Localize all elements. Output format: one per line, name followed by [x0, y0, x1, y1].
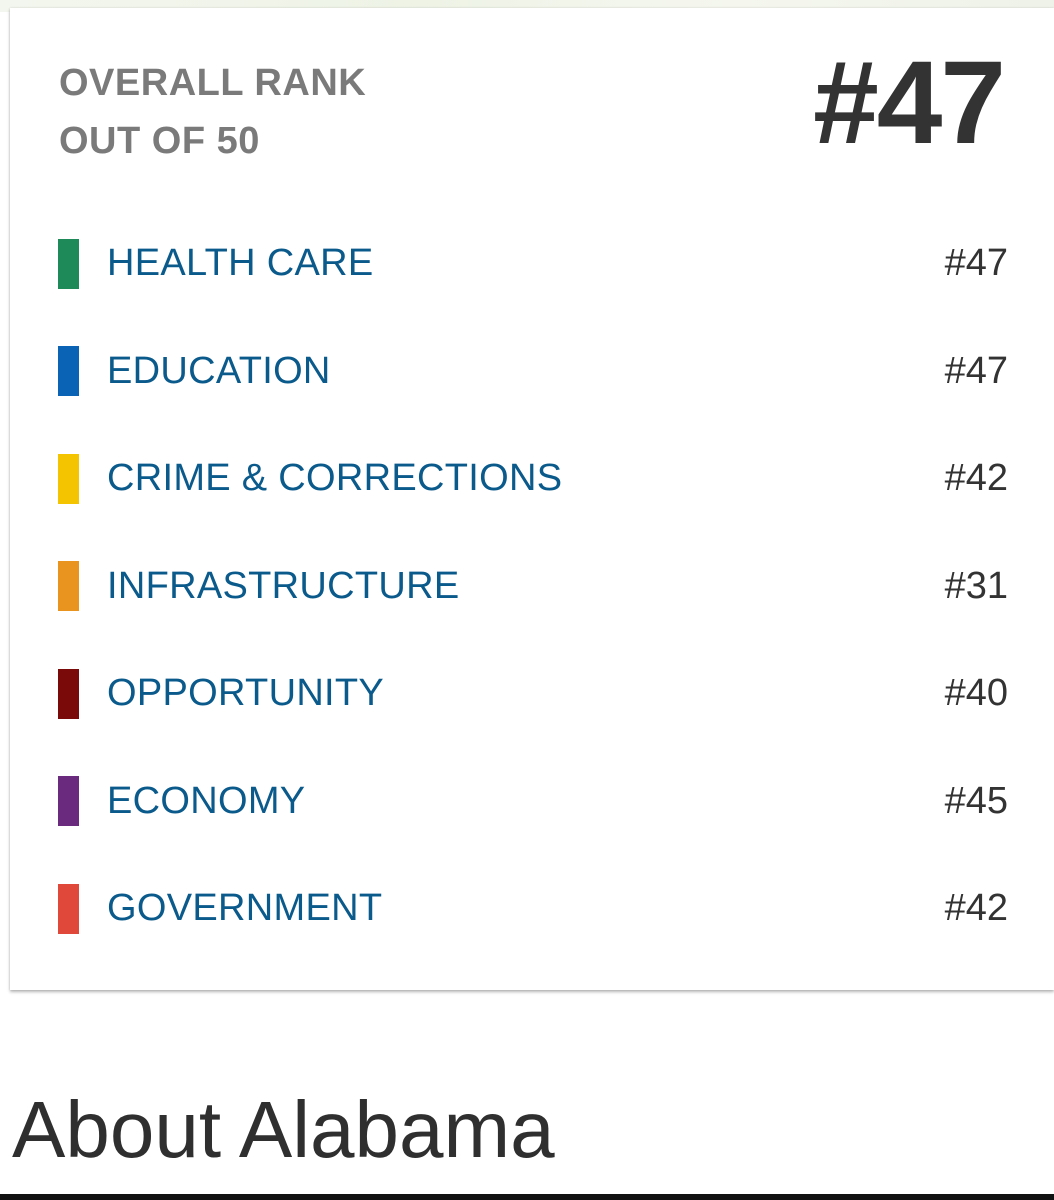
category-swatch	[58, 776, 79, 827]
bottom-divider	[0, 1194, 1054, 1200]
category-row-education: EDUCATION #47	[58, 318, 1008, 426]
overall-rank-label-line1: OVERALL RANK	[59, 62, 367, 104]
category-swatch	[58, 346, 79, 397]
category-rank: #42	[944, 457, 1008, 500]
category-rank: #40	[944, 672, 1008, 715]
category-row-crime-corrections: CRIME & CORRECTIONS #42	[58, 425, 1008, 533]
category-rank: #42	[944, 887, 1008, 930]
category-row-economy: ECONOMY #45	[58, 748, 1008, 856]
category-row-infrastructure: INFRASTRUCTURE #31	[58, 533, 1008, 641]
category-link-health-care[interactable]: HEALTH CARE	[107, 242, 374, 285]
category-link-infrastructure[interactable]: INFRASTRUCTURE	[107, 564, 460, 607]
category-row-government: GOVERNMENT #42	[58, 855, 1008, 963]
category-rank: #31	[944, 564, 1008, 607]
category-link-government[interactable]: GOVERNMENT	[107, 887, 383, 930]
category-swatch	[58, 453, 79, 504]
category-link-education[interactable]: EDUCATION	[107, 349, 331, 392]
overall-rank-value: #47	[813, 37, 1006, 169]
category-row-health-care: HEALTH CARE #47	[58, 210, 1008, 318]
category-swatch	[58, 668, 79, 719]
category-rank: #47	[944, 242, 1008, 285]
category-swatch	[58, 238, 79, 289]
category-link-crime-corrections[interactable]: CRIME & CORRECTIONS	[107, 457, 563, 500]
category-link-economy[interactable]: ECONOMY	[107, 779, 306, 822]
rankings-card: OVERALL RANK OUT OF 50 #47 HEALTH CARE #…	[10, 8, 1054, 990]
category-swatch	[58, 561, 79, 612]
category-row-opportunity: OPPORTUNITY #40	[58, 640, 1008, 748]
category-swatch	[58, 883, 79, 934]
category-rank: #45	[944, 779, 1008, 822]
about-heading: About Alabama	[12, 1085, 555, 1174]
overall-rank-label: OVERALL RANK OUT OF 50	[59, 54, 366, 170]
category-list: HEALTH CARE #47 EDUCATION #47 CRIME & CO…	[58, 210, 1008, 963]
overall-rank-label-line2: OUT OF 50	[59, 120, 260, 162]
category-rank: #47	[944, 349, 1008, 392]
category-link-opportunity[interactable]: OPPORTUNITY	[107, 672, 385, 715]
